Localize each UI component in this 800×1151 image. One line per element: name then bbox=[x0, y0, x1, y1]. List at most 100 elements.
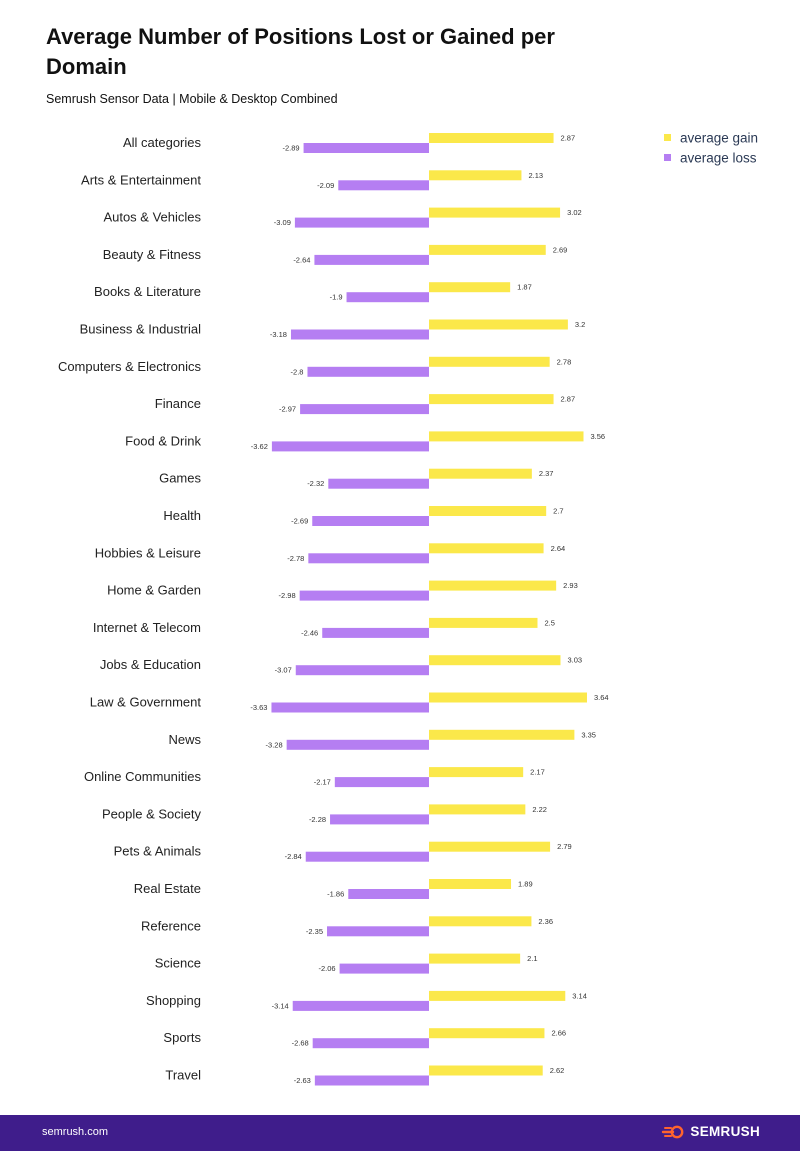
diverging-bar-chart: All categories 2.87 -2.89 Arts & Entertainm… bbox=[58, 131, 758, 1086]
gain-bar bbox=[429, 879, 512, 889]
gain-value-label: 3.14 bbox=[572, 991, 587, 1000]
loss-value-label: -3.62 bbox=[251, 442, 268, 451]
category-label: Books & Literature bbox=[94, 284, 201, 299]
gain-bar bbox=[429, 916, 532, 927]
loss-bar bbox=[346, 292, 429, 303]
gain-bar bbox=[429, 1065, 543, 1076]
gain-value-label: 3.02 bbox=[567, 208, 582, 217]
gain-value-label: 2.5 bbox=[545, 618, 555, 627]
category-label: Internet & Telecom bbox=[93, 620, 201, 635]
category-label: Arts & Entertainment bbox=[81, 172, 201, 187]
category-label: Sports bbox=[163, 1030, 201, 1045]
loss-value-label: -2.68 bbox=[292, 1039, 309, 1048]
semrush-logo[interactable]: SEMRUSH bbox=[661, 1124, 760, 1139]
category-label: Online Communities bbox=[84, 769, 202, 784]
loss-bar bbox=[303, 143, 429, 153]
gain-value-label: 2.66 bbox=[551, 1029, 566, 1038]
loss-bar bbox=[300, 404, 429, 415]
category-label: Beauty & Fitness bbox=[103, 247, 202, 262]
gain-bar bbox=[429, 319, 568, 330]
loss-value-label: -3.28 bbox=[266, 740, 283, 749]
loss-bar bbox=[307, 366, 429, 377]
loss-value-label: -2.46 bbox=[301, 628, 318, 637]
loss-value-label: -1.9 bbox=[330, 293, 343, 302]
category-label: Jobs & Education bbox=[100, 657, 201, 672]
gain-bar bbox=[429, 133, 554, 143]
loss-bar bbox=[294, 217, 429, 228]
gain-bar bbox=[429, 729, 575, 740]
semrush-fire-icon bbox=[662, 1125, 684, 1138]
loss-bar bbox=[271, 441, 429, 452]
gain-bar bbox=[429, 617, 538, 628]
category-label: Reference bbox=[141, 918, 201, 933]
loss-bar bbox=[295, 665, 429, 676]
gain-bar bbox=[429, 244, 546, 255]
gain-bar bbox=[429, 468, 532, 479]
gain-value-label: 3.64 bbox=[594, 693, 609, 702]
loss-value-label: -3.14 bbox=[272, 1001, 289, 1010]
footer-url[interactable]: semrush.com bbox=[42, 1126, 109, 1138]
loss-bar bbox=[338, 180, 429, 191]
loss-value-label: -2.28 bbox=[309, 815, 326, 824]
loss-value-label: -2.32 bbox=[307, 479, 324, 488]
gain-bar bbox=[429, 767, 524, 778]
loss-value-label: -2.84 bbox=[285, 852, 302, 861]
gain-bar bbox=[429, 394, 554, 405]
loss-value-label: -2.63 bbox=[294, 1076, 311, 1085]
loss-value-label: -2.09 bbox=[317, 181, 334, 190]
gain-bar bbox=[429, 1028, 545, 1039]
gain-value-label: 2.37 bbox=[539, 469, 554, 478]
gain-value-label: 3.56 bbox=[591, 432, 606, 441]
loss-value-label: -2.35 bbox=[306, 927, 323, 936]
category-label: Hobbies & Leisure bbox=[95, 545, 201, 560]
gain-value-label: 2.69 bbox=[553, 245, 568, 254]
legend-swatch bbox=[664, 134, 671, 141]
loss-bar bbox=[308, 553, 429, 564]
gain-bar bbox=[429, 692, 587, 703]
category-label: Health bbox=[163, 508, 201, 523]
legend-swatch bbox=[664, 154, 671, 161]
loss-bar bbox=[327, 926, 429, 937]
gain-bar bbox=[429, 580, 557, 591]
loss-value-label: -2.89 bbox=[282, 144, 299, 153]
category-label: Law & Government bbox=[90, 695, 202, 710]
loss-bar bbox=[314, 1075, 429, 1086]
loss-bar bbox=[322, 627, 429, 638]
chart-subtitle: Semrush Sensor Data | Mobile & Desktop C… bbox=[46, 92, 338, 106]
category-label: Autos & Vehicles bbox=[103, 210, 201, 225]
gain-bar bbox=[429, 953, 521, 964]
loss-bar bbox=[286, 739, 429, 750]
loss-value-label: -2.98 bbox=[279, 591, 296, 600]
category-label: Computers & Electronics bbox=[58, 359, 202, 374]
loss-value-label: -2.8 bbox=[291, 367, 304, 376]
loss-bar bbox=[314, 254, 429, 265]
category-label: Finance bbox=[155, 396, 201, 411]
loss-bar bbox=[305, 851, 429, 862]
category-label: Business & Industrial bbox=[80, 322, 202, 337]
loss-bar bbox=[290, 329, 429, 340]
loss-bar bbox=[271, 702, 429, 713]
gain-bar bbox=[429, 506, 547, 516]
gain-value-label: 2.64 bbox=[551, 544, 566, 553]
gain-value-label: 3.35 bbox=[581, 730, 596, 739]
loss-value-label: -3.07 bbox=[275, 666, 292, 675]
gain-bar bbox=[429, 543, 544, 554]
gain-bar bbox=[429, 804, 526, 815]
gain-value-label: 3.2 bbox=[575, 320, 585, 329]
category-label: Home & Garden bbox=[107, 583, 201, 598]
gain-bar bbox=[429, 282, 511, 293]
gain-value-label: 2.87 bbox=[561, 395, 576, 404]
loss-value-label: -2.64 bbox=[293, 255, 310, 264]
gain-value-label: 3.03 bbox=[568, 656, 583, 665]
category-label: Science bbox=[155, 956, 201, 971]
gain-value-label: 2.17 bbox=[530, 768, 545, 777]
gain-value-label: 2.13 bbox=[528, 171, 543, 180]
gain-value-label: 1.87 bbox=[517, 283, 532, 292]
loss-bar bbox=[312, 1038, 429, 1049]
gain-bar bbox=[429, 207, 561, 218]
gain-value-label: 2.93 bbox=[563, 581, 578, 590]
loss-bar bbox=[312, 516, 429, 526]
loss-value-label: -2.17 bbox=[314, 778, 331, 787]
gain-bar bbox=[429, 170, 522, 181]
legend-label: average loss bbox=[680, 151, 757, 166]
